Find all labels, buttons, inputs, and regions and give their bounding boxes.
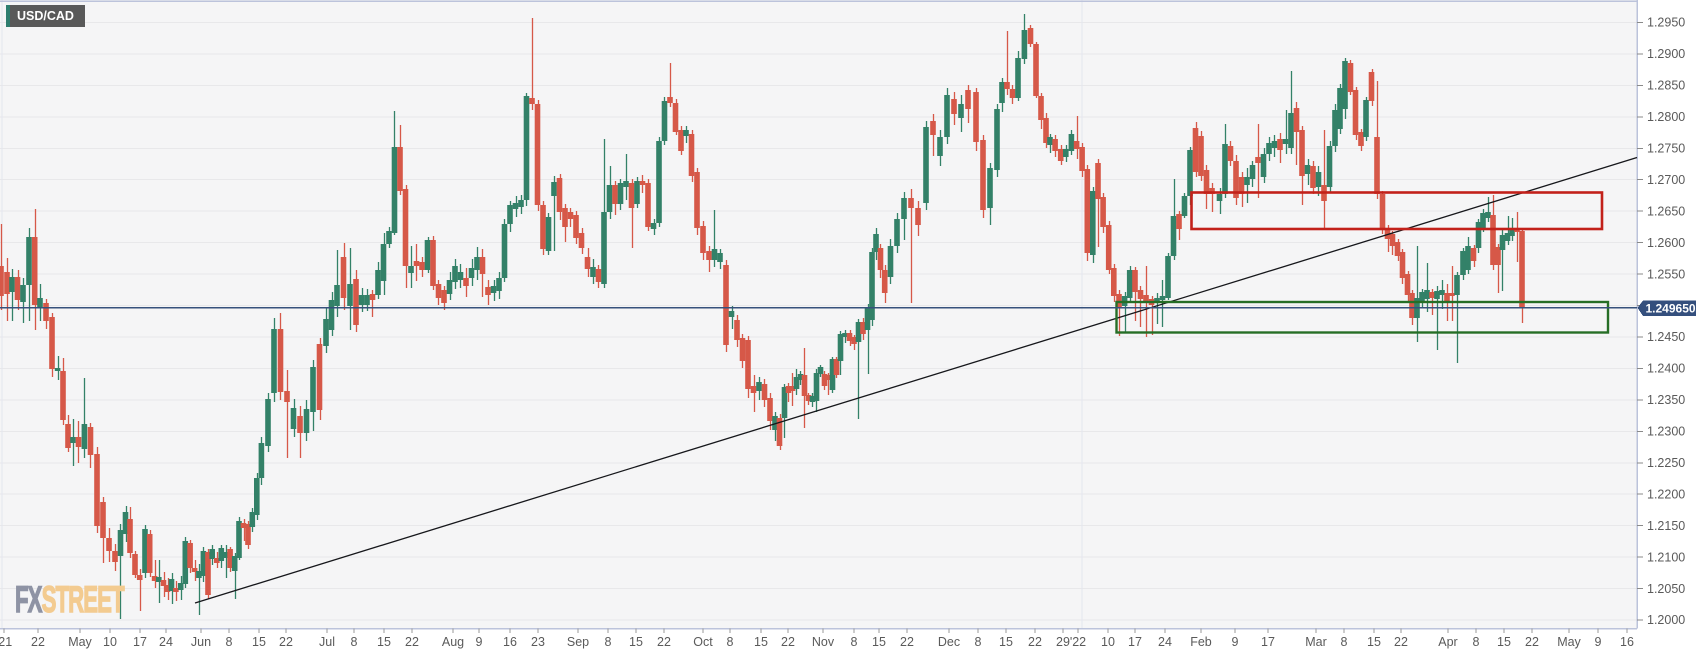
svg-text:1.2000: 1.2000	[1647, 613, 1685, 627]
svg-text:1.2050: 1.2050	[1647, 582, 1685, 596]
svg-text:22: 22	[31, 635, 45, 649]
svg-text:1.2300: 1.2300	[1647, 425, 1685, 439]
svg-text:'21: '21	[0, 635, 12, 649]
svg-text:15: 15	[377, 635, 391, 649]
svg-text:9: 9	[1232, 635, 1239, 649]
svg-text:29: 29	[1056, 635, 1070, 649]
svg-text:9: 9	[476, 635, 483, 649]
svg-text:1.2850: 1.2850	[1647, 79, 1685, 93]
svg-text:22: 22	[1525, 635, 1539, 649]
svg-text:Mar: Mar	[1305, 635, 1327, 649]
svg-text:8: 8	[351, 635, 358, 649]
svg-text:17: 17	[1128, 635, 1142, 649]
svg-text:1.2100: 1.2100	[1647, 550, 1685, 564]
svg-text:8: 8	[1473, 635, 1480, 649]
svg-text:1.2200: 1.2200	[1647, 487, 1685, 501]
svg-text:1.2900: 1.2900	[1647, 47, 1685, 61]
svg-text:15: 15	[252, 635, 266, 649]
svg-text:1.2950: 1.2950	[1647, 16, 1685, 30]
svg-text:15: 15	[1497, 635, 1511, 649]
svg-text:22: 22	[279, 635, 293, 649]
svg-text:8: 8	[975, 635, 982, 649]
svg-text:May: May	[1557, 635, 1581, 649]
svg-text:Aug: Aug	[442, 635, 464, 649]
svg-text:15: 15	[999, 635, 1013, 649]
svg-text:22: 22	[781, 635, 795, 649]
svg-text:17: 17	[133, 635, 147, 649]
svg-text:1.2400: 1.2400	[1647, 362, 1685, 376]
svg-text:Oct: Oct	[693, 635, 713, 649]
svg-text:Dec: Dec	[938, 635, 960, 649]
svg-text:1.2750: 1.2750	[1647, 142, 1685, 156]
svg-text:1.2800: 1.2800	[1647, 110, 1685, 124]
svg-text:8: 8	[1341, 635, 1348, 649]
svg-text:22: 22	[405, 635, 419, 649]
svg-text:15: 15	[754, 635, 768, 649]
svg-text:Jul: Jul	[319, 635, 335, 649]
svg-text:17: 17	[1261, 635, 1275, 649]
svg-text:22: 22	[1394, 635, 1408, 649]
svg-text:16: 16	[1620, 635, 1634, 649]
svg-text:8: 8	[226, 635, 233, 649]
svg-text:Feb: Feb	[1190, 635, 1212, 649]
svg-text:16: 16	[503, 635, 517, 649]
svg-text:22: 22	[657, 635, 671, 649]
svg-text:1.2250: 1.2250	[1647, 456, 1685, 470]
svg-text:1.2350: 1.2350	[1647, 393, 1685, 407]
svg-text:May: May	[68, 635, 92, 649]
svg-text:Jun: Jun	[191, 635, 211, 649]
svg-text:8: 8	[605, 635, 612, 649]
svg-text:1.2650: 1.2650	[1647, 204, 1685, 218]
svg-text:23: 23	[531, 635, 545, 649]
svg-text:1.2550: 1.2550	[1647, 267, 1685, 281]
svg-text:1.2700: 1.2700	[1647, 173, 1685, 187]
svg-text:Sep: Sep	[567, 635, 589, 649]
svg-text:Apr: Apr	[1438, 635, 1457, 649]
svg-text:15: 15	[1367, 635, 1381, 649]
svg-text:22: 22	[900, 635, 914, 649]
svg-text:1.249650: 1.249650	[1646, 302, 1696, 316]
svg-text:1.2600: 1.2600	[1647, 236, 1685, 250]
svg-text:10: 10	[1101, 635, 1115, 649]
svg-text:Nov: Nov	[812, 635, 835, 649]
svg-text:'22: '22	[1070, 635, 1086, 649]
svg-text:8: 8	[727, 635, 734, 649]
svg-text:22: 22	[1028, 635, 1042, 649]
svg-text:15: 15	[872, 635, 886, 649]
svg-text:10: 10	[103, 635, 117, 649]
svg-text:15: 15	[629, 635, 643, 649]
svg-text:9: 9	[1595, 635, 1602, 649]
svg-text:1.2150: 1.2150	[1647, 519, 1685, 533]
svg-text:8: 8	[851, 635, 858, 649]
svg-text:24: 24	[159, 635, 173, 649]
svg-text:1.2450: 1.2450	[1647, 330, 1685, 344]
svg-text:24: 24	[1158, 635, 1172, 649]
